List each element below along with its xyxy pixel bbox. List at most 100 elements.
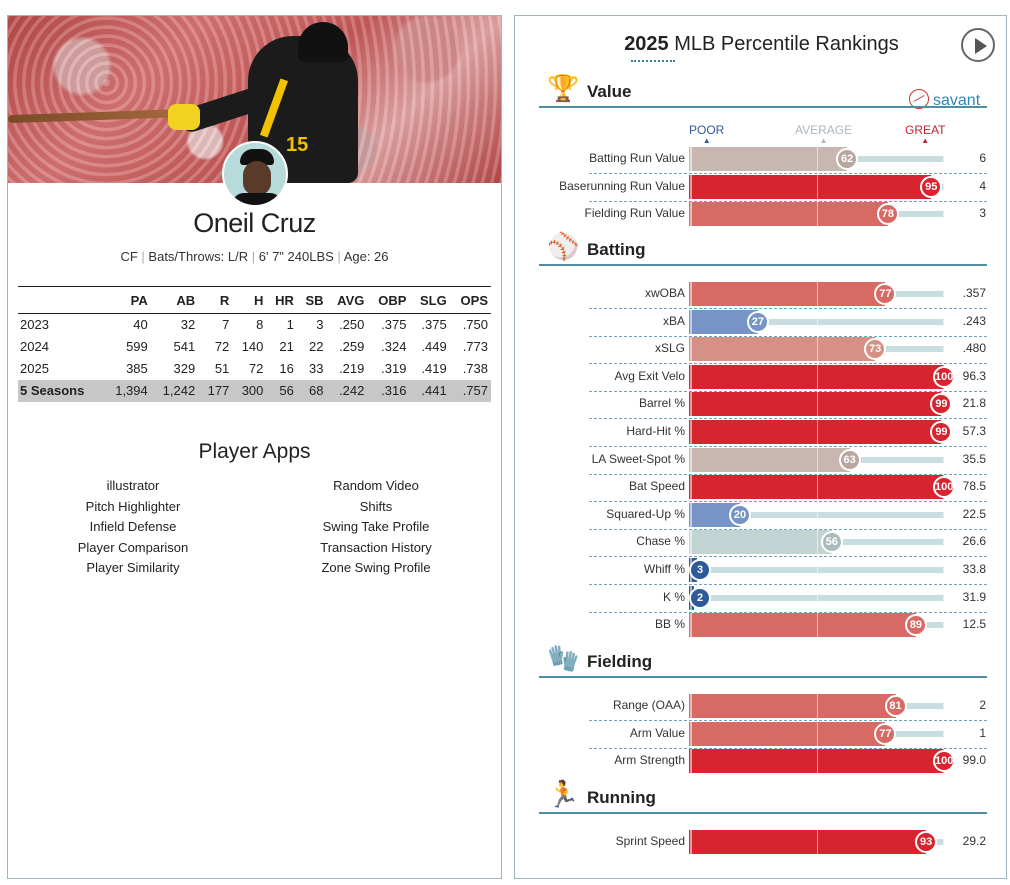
stats-header-cell: [18, 286, 104, 314]
scale-tick: [816, 392, 818, 417]
scale-tick: [816, 174, 818, 199]
section-header-batting: ⚾ Batting: [539, 231, 987, 266]
stats-header-cell: SLG: [409, 286, 450, 314]
scale-tick: [690, 309, 692, 334]
metric-row[interactable]: Bat Speed 100 78.5: [515, 475, 1008, 503]
percentile-bubble: 100: [933, 476, 955, 499]
player-name: Oneil Cruz: [193, 208, 316, 238]
metric-label: Arm Strength: [614, 753, 685, 767]
row-divider: [589, 556, 987, 558]
metric-row[interactable]: Barrel % 99 21.8: [515, 392, 1008, 420]
percentile-bar: [689, 337, 876, 362]
table-cell: .419: [421, 361, 447, 376]
row-divider: [589, 720, 987, 721]
career-stats-table: PA AB R H HR SB AVG OBP SLG OPS 2023 40 32 7 8 1 3 .250.…: [18, 286, 491, 402]
player-bio: CF | Bats/Throws: L/R | 6' 7" 240LBS | A…: [8, 249, 501, 264]
table-cell: 72: [248, 361, 264, 376]
metric-row[interactable]: LA Sweet-Spot % 63 35.5: [515, 447, 1008, 475]
scale-tick: [690, 364, 692, 389]
scale-tick: [816, 337, 818, 362]
table-cell: .750: [462, 317, 488, 333]
app-link[interactable]: Player Comparison: [77, 539, 189, 555]
rankings-year[interactable]: 2025: [624, 33, 669, 55]
metric-value: .480: [962, 341, 986, 356]
bio-age: Age: 26: [343, 249, 389, 264]
metric-row[interactable]: K % 2 31.9: [515, 585, 1008, 613]
app-link[interactable]: Pitch Highlighter: [85, 498, 181, 514]
metric-row[interactable]: Whiff % 3 33.8: [515, 558, 1008, 585]
table-cell: 300: [232, 379, 267, 402]
app-link[interactable]: Shifts: [359, 498, 393, 514]
play-icon[interactable]: [961, 28, 995, 62]
app-link[interactable]: Player Similarity: [86, 560, 180, 576]
metric-row[interactable]: Batting Run Value 62 6: [515, 147, 1008, 174]
metric-row[interactable]: Chase % 56 26.6: [515, 530, 1008, 558]
metric-row[interactable]: Fielding Run Value 78 3: [515, 202, 1008, 226]
metric-label: Range (OAA): [612, 698, 685, 712]
app-link[interactable]: Random Video: [333, 478, 419, 493]
avatar-shirt: [232, 193, 282, 205]
scale-tick: [942, 694, 945, 718]
app-link[interactable]: Infield Defense: [89, 519, 177, 535]
metric-row[interactable]: Range (OAA) 81 2: [515, 694, 1008, 721]
savant-logo[interactable]: savant: [909, 89, 980, 110]
percentile-bubble: 78: [876, 203, 899, 225]
stats-header-cell: HR: [266, 286, 297, 314]
player-apps-title: Player Apps: [198, 440, 311, 463]
scale-tick: [690, 147, 692, 171]
table-cell: 68: [296, 379, 327, 402]
percentile-bar: [689, 694, 896, 718]
percentile-bubble: 73: [864, 338, 887, 361]
percentile-bubble: 20: [729, 503, 751, 526]
section-label: Batting: [587, 240, 646, 259]
metric-value: 29.2: [962, 834, 986, 848]
table-cell: 21: [279, 339, 294, 354]
percentile-bar: [689, 530, 832, 555]
metric-value: .357: [962, 286, 986, 300]
metric-row[interactable]: Arm Strength 100 99.0: [515, 749, 1008, 773]
metric-row[interactable]: xBA 27 .243: [515, 309, 1008, 337]
scale-tick: [816, 202, 818, 226]
metric-label: Chase %: [636, 534, 685, 549]
app-link[interactable]: Zone Swing Profile: [321, 560, 431, 576]
apps-list-right: Random Video Shifts Swing Take Profile Tran…: [276, 476, 476, 579]
scale-tick: [942, 613, 945, 638]
rankings-title-text: MLB Percentile Rankings: [668, 33, 899, 55]
metric-row[interactable]: Squared-Up % 20 22.5: [515, 502, 1008, 530]
metric-row[interactable]: Avg Exit Velo 100 96.3: [515, 364, 1008, 392]
percentile-bubble: 95: [920, 175, 943, 198]
app-link[interactable]: illustrator: [106, 478, 160, 493]
metric-label: xwOBA: [644, 286, 685, 300]
stats-header-cell: AB: [150, 286, 199, 314]
metric-label: BB %: [654, 617, 685, 632]
metric-row[interactable]: Arm Value 77 1: [515, 721, 1008, 749]
metric-row[interactable]: Baserunning Run Value 95 4: [515, 174, 1008, 202]
app-link[interactable]: Swing Take Profile: [322, 519, 430, 535]
scale-tick: [942, 447, 945, 472]
row-divider: [589, 528, 987, 530]
scale-tick: [816, 420, 818, 444]
section-header-value: 🏆 Value: [539, 73, 987, 108]
scale-tick: [690, 613, 692, 638]
metric-row[interactable]: xwOBA 77 .357: [515, 282, 1008, 309]
stats-header-cell: AVG: [326, 286, 368, 314]
metric-row[interactable]: Hard-Hit % 99 57.3: [515, 420, 1008, 447]
metric-row[interactable]: xSLG 73 .480: [515, 337, 1008, 365]
bio-position: CF: [120, 249, 138, 264]
scale-tick: [942, 558, 945, 582]
metric-row[interactable]: BB % 89 12.5: [515, 613, 1008, 638]
scale-tick: [942, 202, 945, 226]
scale-tick: [816, 558, 818, 582]
metric-row[interactable]: Sprint Speed 93 29.2: [515, 830, 1008, 854]
table-cell: 7: [222, 317, 230, 333]
scale-tick: [690, 420, 692, 444]
metric-label: Barrel %: [638, 396, 685, 411]
percentile-bubble: 93: [915, 831, 938, 853]
app-link[interactable]: Transaction History: [320, 539, 432, 555]
metric-value: 6: [979, 151, 986, 165]
table-cell: 2024: [20, 339, 49, 354]
table-cell: 8: [256, 317, 264, 333]
table-cell: .738: [462, 361, 488, 376]
percentile-bar: [689, 282, 886, 306]
table-cell: 32: [180, 317, 196, 333]
